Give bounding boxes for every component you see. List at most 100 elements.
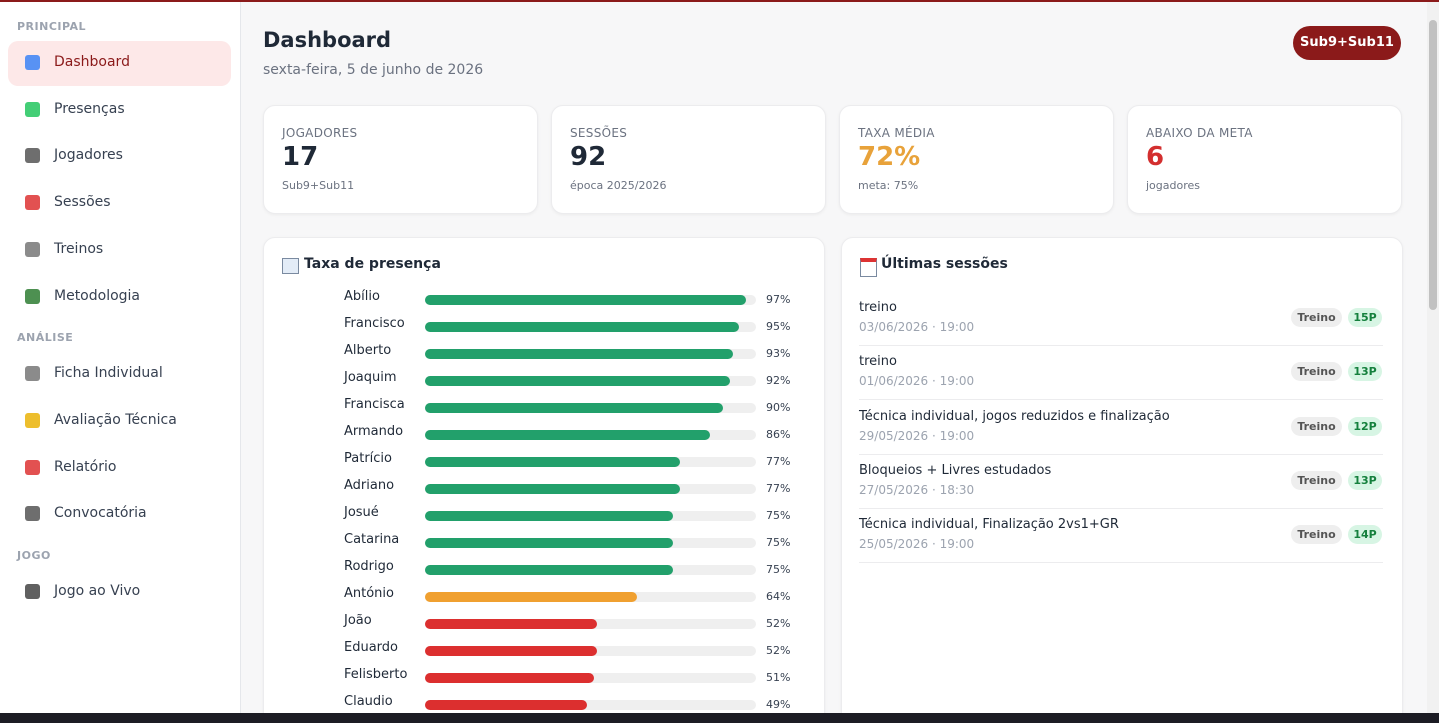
session-type: Treino — [1291, 470, 1342, 490]
bar — [425, 484, 680, 494]
stat-card: ABAIXO DA META 6 jogadores — [1127, 105, 1402, 214]
bar-label: 51% — [766, 671, 791, 684]
bar — [425, 700, 588, 710]
stat-card: JOGADORES 17 Sub9+Sub11 — [263, 105, 538, 214]
chart-icon — [282, 258, 299, 274]
bar-label: 52% — [766, 644, 791, 657]
stat-label: JOGADORES — [282, 126, 358, 140]
bar-label: 49% — [766, 698, 791, 711]
team-button[interactable]: Sub9+Sub11 — [1293, 26, 1401, 60]
player-name: Abílio — [344, 289, 380, 304]
session-count: 14P — [1348, 525, 1382, 545]
session-count: 15P — [1348, 308, 1382, 327]
bar — [425, 646, 598, 656]
nav-label: Dashboard — [54, 54, 130, 70]
stat-sub: meta: 75% — [858, 179, 919, 192]
session-date: 29/05/2026 · 19:00 — [859, 428, 975, 443]
session-row[interactable]: Técnica individual, Finalização 2vs1+GR 2… — [859, 508, 1383, 564]
player-name: Felisberto — [344, 667, 408, 682]
stat-sub: Sub9+Sub11 — [282, 179, 355, 192]
bar-label: 75% — [766, 563, 791, 576]
bar-track — [425, 700, 756, 710]
bar-label: 95% — [766, 320, 791, 333]
player-name: Eduardo — [344, 640, 398, 655]
bar-label: 75% — [766, 509, 791, 522]
player-name: Claudio — [344, 694, 393, 709]
player-name: Adriano — [344, 478, 395, 493]
bar — [425, 619, 598, 629]
nav-icon — [25, 241, 40, 257]
scrollbar — [1427, 2, 1439, 715]
nav-item[interactable]: Dashboard — [8, 41, 231, 86]
nav-item[interactable]: Sessões — [8, 181, 231, 226]
session-row[interactable]: Técnica individual, jogos reduzidos e fi… — [859, 400, 1383, 455]
nav-item[interactable]: Presenças — [8, 88, 231, 133]
nav-label: Convocatória — [54, 505, 147, 522]
nav-label: Ficha Individual — [54, 365, 163, 382]
taskbar — [0, 713, 1439, 723]
nav-icon — [25, 366, 40, 382]
player-name: António — [344, 586, 394, 601]
bar — [425, 376, 730, 386]
session-row[interactable]: treino 03/06/2026 · 19:00 Treino 15P — [859, 291, 1383, 346]
nav-icon — [25, 55, 40, 70]
nav-item[interactable]: Convocatória — [8, 492, 231, 537]
nav-icon — [25, 101, 40, 117]
bar — [425, 403, 723, 413]
nav-item[interactable]: Relatório — [8, 446, 231, 491]
attendance-panel — [263, 237, 825, 723]
stat-card: TAXA MÉDIA 72% meta: 75% — [839, 105, 1114, 214]
panel-title: Taxa de presença — [304, 256, 441, 272]
nav-label: Treinos — [54, 240, 104, 257]
session-row[interactable]: treino 01/06/2026 · 19:00 Treino 13P — [859, 345, 1383, 401]
session-date: 25/05/2026 · 19:00 — [859, 537, 975, 552]
stat-value: 72% — [858, 142, 921, 172]
bar-label: 93% — [766, 347, 791, 360]
session-date: 27/05/2026 · 18:30 — [859, 482, 975, 497]
session-count: 13P — [1348, 470, 1382, 490]
nav-icon — [25, 459, 40, 475]
session-row[interactable]: Bloqueios + Livres estudados 27/05/2026 ·… — [859, 454, 1383, 509]
bar — [425, 322, 740, 332]
nav-icon — [25, 148, 40, 164]
bar — [425, 565, 674, 575]
stat-value: 17 — [282, 142, 319, 172]
bar-label: 77% — [766, 482, 791, 495]
nav-icon — [25, 412, 40, 428]
nav-label: Presenças — [54, 100, 125, 117]
bar-label: 77% — [766, 455, 791, 468]
sidebar: PRINCIPAL Dashboard Presenças Jogadores Sess… — [0, 2, 241, 715]
bar-label: 75% — [766, 536, 791, 549]
player-name: João — [344, 613, 372, 628]
section-label: JOGO — [17, 549, 51, 562]
session-date: 03/06/2026 · 19:00 — [859, 320, 975, 334]
section-label: ANÁLISE — [17, 331, 74, 345]
page-title: Dashboard — [263, 28, 392, 52]
nav-item[interactable]: Metodologia — [8, 275, 231, 320]
nav-item[interactable]: Jogo ao Vivo — [8, 570, 231, 615]
nav-item[interactable]: Ficha Individual — [8, 352, 231, 397]
player-name: Catarina — [344, 532, 400, 547]
stat-card: SESSÕES 92 época 2025/2026 — [551, 105, 826, 214]
bar — [425, 457, 680, 467]
nav-icon — [25, 195, 40, 211]
nav-label: Avaliação Técnica — [54, 411, 177, 428]
bar — [425, 511, 674, 521]
calendar-icon — [860, 258, 877, 277]
nav-icon — [25, 288, 40, 304]
nav-label: Jogo ao Vivo — [54, 583, 141, 599]
nav-item[interactable]: Jogadores — [8, 134, 231, 179]
nav-label: Metodologia — [54, 287, 141, 304]
session-count: 12P — [1348, 416, 1382, 436]
session-title: treino — [859, 354, 897, 370]
bar — [425, 538, 674, 548]
nav-item[interactable]: Avaliação Técnica — [8, 399, 231, 444]
stat-label: TAXA MÉDIA — [858, 126, 935, 140]
player-name: Joaquim — [344, 370, 397, 385]
bar — [425, 430, 710, 440]
session-type: Treino — [1291, 416, 1342, 436]
bar-label: 86% — [766, 428, 791, 441]
nav-label: Sessões — [54, 194, 111, 211]
nav-item[interactable]: Treinos — [8, 228, 231, 273]
